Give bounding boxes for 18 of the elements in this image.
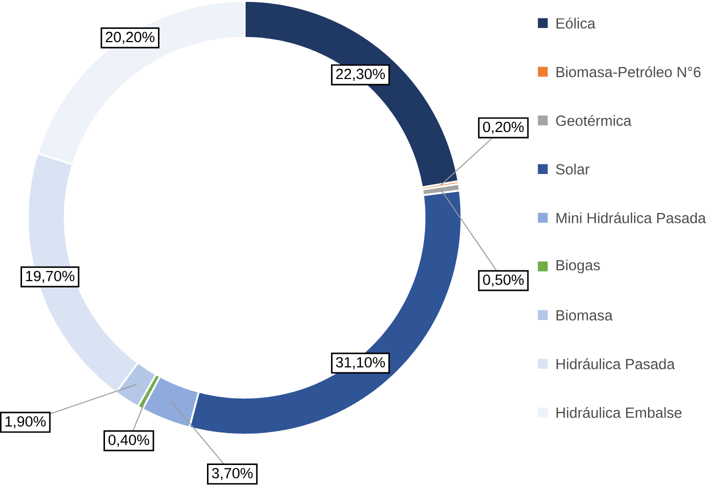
legend-label: Solar <box>556 164 590 175</box>
legend-label: Geotérmica <box>556 115 632 126</box>
data-label: 19,70% <box>26 271 74 284</box>
legend-label: Biogas <box>556 260 600 274</box>
legend-label: Eólica <box>556 18 596 29</box>
legend-label: Hidráulica Pasada <box>556 358 675 370</box>
data-label: 0,50% <box>483 274 524 287</box>
legend-label: Hidráulica Embalse <box>556 407 682 418</box>
data-label: 20,20% <box>106 32 154 44</box>
data-label: 0,20% <box>483 122 524 134</box>
data-label: 0,40% <box>108 434 150 448</box>
data-label: 22,30% <box>336 68 385 82</box>
legend-label: Biomasa <box>556 310 613 321</box>
legend-label: Mini Hidráulica Pasada <box>556 212 706 224</box>
data-label: 3,70% <box>212 468 253 480</box>
data-label: 31,10% <box>336 357 385 370</box>
legend-label: Biomasa-Petróleo N°6 <box>556 66 701 78</box>
data-label: 1,90% <box>6 416 46 429</box>
